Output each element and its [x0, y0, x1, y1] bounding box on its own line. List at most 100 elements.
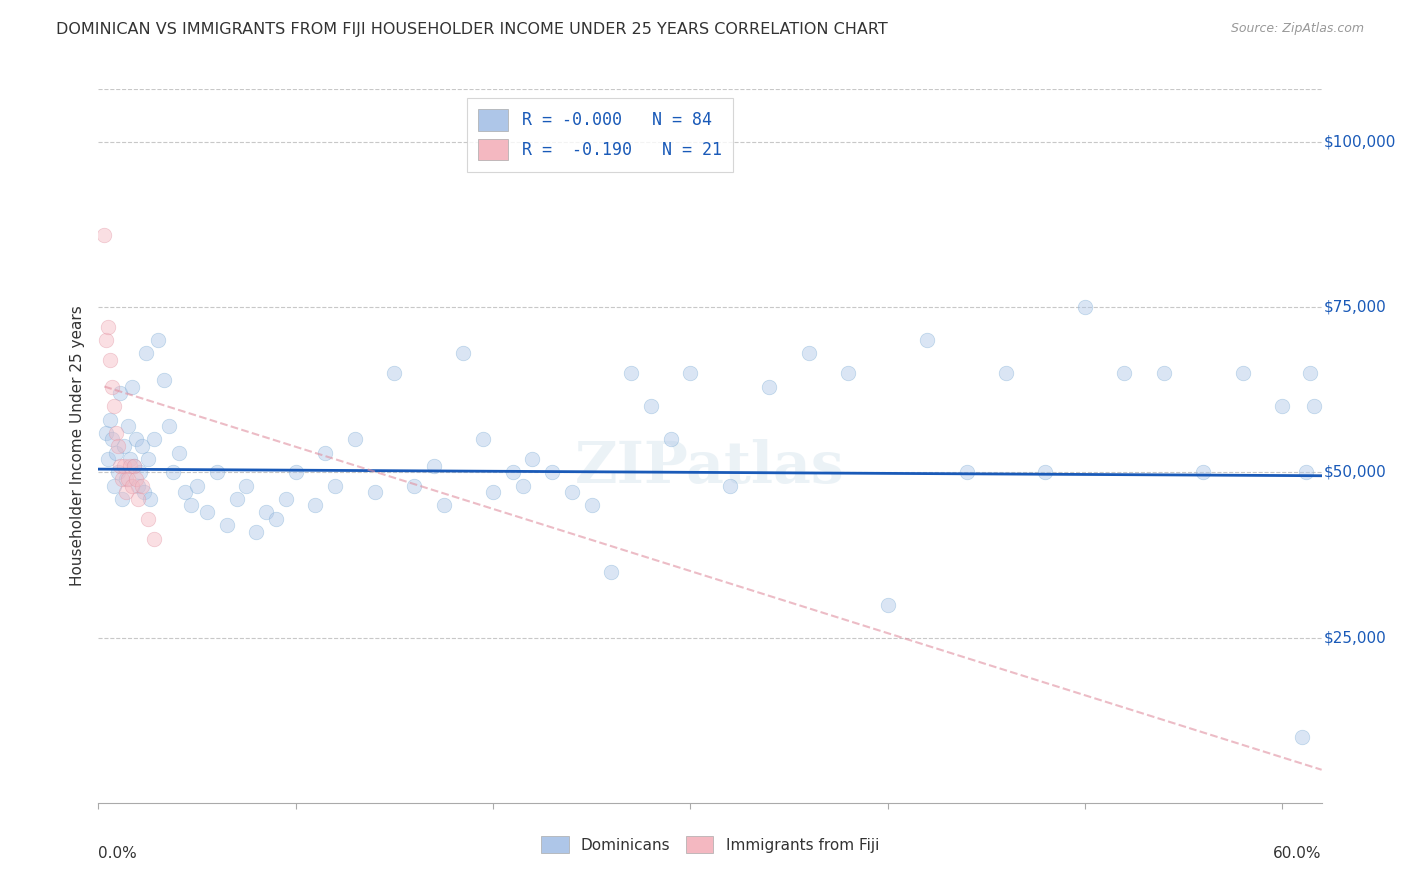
- Point: [718, 478, 741, 492]
- Point: [146, 333, 169, 347]
- Point: [758, 379, 780, 393]
- Point: [235, 478, 257, 492]
- Text: $75,000: $75,000: [1324, 300, 1386, 315]
- Point: [112, 458, 135, 473]
- Point: [98, 412, 121, 426]
- Point: [101, 379, 124, 393]
- Point: [107, 439, 129, 453]
- Point: [404, 478, 426, 492]
- Point: [195, 505, 218, 519]
- Legend: Dominicans, Immigrants from Fiji: Dominicans, Immigrants from Fiji: [536, 830, 884, 859]
- Point: [121, 379, 143, 393]
- Text: Source: ZipAtlas.com: Source: ZipAtlas.com: [1230, 22, 1364, 36]
- Point: [363, 485, 385, 500]
- Point: [876, 598, 898, 612]
- Text: DOMINICAN VS IMMIGRANTS FROM FIJI HOUSEHOLDER INCOME UNDER 25 YEARS CORRELATION : DOMINICAN VS IMMIGRANTS FROM FIJI HOUSEH…: [56, 22, 889, 37]
- Point: [101, 433, 124, 447]
- Point: [205, 466, 228, 480]
- Point: [117, 472, 139, 486]
- Text: 0.0%: 0.0%: [98, 846, 138, 861]
- Point: [254, 505, 277, 519]
- Point: [105, 445, 128, 459]
- Point: [1035, 466, 1057, 480]
- Point: [453, 346, 475, 360]
- Point: [679, 367, 702, 381]
- Point: [96, 333, 118, 347]
- Text: ZIPatlas: ZIPatlas: [575, 440, 845, 495]
- Point: [837, 367, 859, 381]
- Point: [502, 466, 524, 480]
- Point: [108, 386, 131, 401]
- Point: [1232, 367, 1254, 381]
- Point: [111, 491, 134, 506]
- Point: [512, 478, 534, 492]
- Point: [1271, 400, 1294, 414]
- Point: [118, 458, 141, 473]
- Point: [108, 458, 131, 473]
- Point: [122, 458, 145, 473]
- Point: [522, 452, 544, 467]
- Point: [600, 565, 623, 579]
- Point: [118, 452, 141, 467]
- Point: [482, 485, 505, 500]
- Point: [620, 367, 643, 381]
- Point: [128, 466, 150, 480]
- Point: [1295, 466, 1317, 480]
- Point: [122, 458, 145, 473]
- Point: [135, 346, 157, 360]
- Point: [138, 491, 160, 506]
- Point: [915, 333, 938, 347]
- Point: [117, 419, 139, 434]
- Point: [107, 466, 129, 480]
- Point: [127, 478, 149, 492]
- Point: [994, 367, 1017, 381]
- Point: [1153, 367, 1175, 381]
- Point: [125, 472, 148, 486]
- Point: [1192, 466, 1215, 480]
- Text: $100,000: $100,000: [1324, 135, 1396, 150]
- Point: [103, 478, 125, 492]
- Point: [186, 478, 208, 492]
- Point: [142, 532, 165, 546]
- Point: [115, 485, 138, 500]
- Point: [314, 445, 336, 459]
- Point: [561, 485, 583, 500]
- Point: [136, 511, 159, 525]
- Point: [274, 491, 297, 506]
- Point: [433, 499, 456, 513]
- Point: [131, 439, 153, 453]
- Point: [132, 485, 155, 500]
- Point: [97, 452, 120, 467]
- Point: [121, 478, 143, 492]
- Point: [127, 491, 149, 506]
- Text: 60.0%: 60.0%: [1274, 846, 1322, 861]
- Point: [343, 433, 366, 447]
- Text: $25,000: $25,000: [1324, 630, 1386, 645]
- Point: [659, 433, 682, 447]
- Point: [304, 499, 326, 513]
- Point: [1114, 367, 1136, 381]
- Point: [97, 320, 120, 334]
- Point: [174, 485, 197, 500]
- Point: [1074, 300, 1097, 314]
- Point: [111, 472, 134, 486]
- Point: [162, 466, 184, 480]
- Y-axis label: Householder Income Under 25 years: Householder Income Under 25 years: [70, 306, 86, 586]
- Point: [323, 478, 346, 492]
- Point: [136, 452, 159, 467]
- Point: [159, 419, 181, 434]
- Point: [955, 466, 977, 480]
- Point: [1291, 730, 1313, 744]
- Point: [125, 433, 148, 447]
- Point: [96, 425, 118, 440]
- Point: [93, 227, 115, 242]
- Point: [131, 478, 153, 492]
- Point: [1299, 367, 1322, 381]
- Point: [169, 445, 191, 459]
- Point: [98, 353, 121, 368]
- Point: [264, 511, 287, 525]
- Point: [284, 466, 307, 480]
- Point: [103, 400, 125, 414]
- Point: [215, 518, 238, 533]
- Point: [245, 524, 267, 539]
